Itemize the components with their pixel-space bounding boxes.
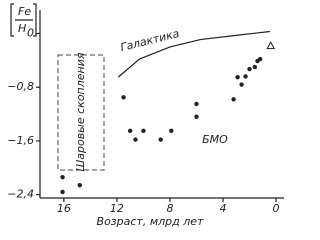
x-label: Возраст, млрд лет [97,215,205,228]
point [133,137,138,142]
x-tick-label: 16 [57,202,71,215]
point [266,41,276,50]
brackets [10,3,37,37]
point [235,74,240,80]
point [127,128,133,134]
point [247,66,252,72]
y-tick-label: −1,6 [7,134,34,147]
point [231,97,236,102]
point [239,82,244,87]
y-tick-label: −0,8 [7,80,34,93]
point [77,183,82,188]
point [257,56,263,62]
point [158,137,163,142]
galaxy-label: Галактика [119,27,181,54]
point [243,74,248,79]
y-tick-label: 0 [27,27,34,40]
x-tick-label: 4 [220,202,227,215]
y-tick-label: −2,4 [7,188,34,201]
x-tick-label: 8 [166,202,173,215]
point [121,95,126,100]
point [194,101,199,107]
point [194,114,199,119]
point [141,128,146,134]
x-tick-label: 12 [110,202,124,215]
x-tick-label: 0 [273,202,280,215]
cluster-label: Шаровые скопления [74,52,87,171]
point [60,189,65,195]
point [252,64,258,70]
y-label-numerator: Fe [18,5,31,18]
y-label-denominator: H [18,22,26,35]
point [60,174,65,180]
chart: Fe H Галактика Шаровые скопления БМО Воз… [7,3,284,228]
galaxy-curve [117,30,271,78]
bmo-label: БМО [202,133,228,146]
cluster-box [57,54,105,171]
point [169,128,174,134]
